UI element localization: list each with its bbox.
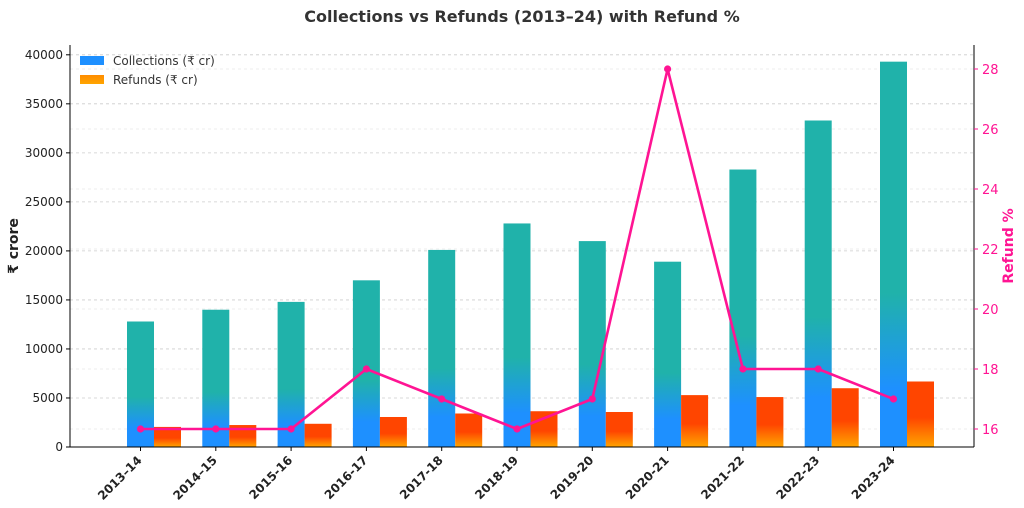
- refund-percent-point: [513, 425, 521, 433]
- bar-refunds: [831, 388, 859, 447]
- x-tick-label: 2018-19: [472, 453, 521, 502]
- refund-percent-point: [287, 425, 295, 433]
- bar-refunds: [681, 395, 709, 447]
- right-tick-label: 20: [982, 303, 999, 318]
- legend-label-refunds: Refunds (₹ cr): [113, 73, 198, 87]
- left-tick-label: 5000: [32, 391, 63, 405]
- y-axis-label: ₹ crore: [6, 218, 22, 274]
- bar-refunds: [304, 423, 332, 447]
- refund-percent-point: [212, 425, 220, 433]
- right-tick-label: 18: [982, 363, 999, 378]
- left-axis-ticks: 0 5000 10000 15000 20000 25000 30000 35000 40000: [25, 48, 70, 454]
- bar-refunds: [455, 413, 483, 447]
- refund-percent-point: [438, 395, 446, 403]
- x-axis-ticks: 2013–14 2014–15 2015-16 2016-17 2017-18 2018-…: [95, 447, 898, 503]
- bar-refunds: [605, 411, 633, 447]
- left-tick-label: 0: [55, 440, 63, 454]
- chart-title: Collections vs Refunds (2013–24) with Re…: [304, 7, 739, 26]
- left-tick-label: 25000: [25, 195, 63, 209]
- bar-refunds: [756, 397, 784, 447]
- refund-percent-point: [588, 395, 596, 403]
- bar-refunds: [229, 425, 257, 447]
- left-tick-label: 10000: [25, 342, 63, 356]
- right-tick-label: 22: [982, 243, 999, 258]
- right-tick-label: 26: [982, 123, 999, 138]
- refund-percent-point: [814, 365, 822, 373]
- left-tick-label: 30000: [25, 146, 63, 160]
- bar-collections: [503, 223, 531, 447]
- bar-refunds: [907, 381, 934, 447]
- refund-percent-point: [739, 365, 747, 373]
- left-tick-label: 20000: [25, 244, 63, 258]
- bar-collections: [202, 309, 230, 447]
- x-tick-label: 2015-16: [246, 453, 295, 502]
- x-tick-label: 2013–14: [95, 453, 145, 503]
- bar-collections: [729, 169, 757, 447]
- x-tick-label: 2019-20: [548, 453, 597, 502]
- legend-swatch-refunds: [80, 75, 104, 84]
- right-tick-label: 28: [982, 63, 999, 78]
- x-tick-label: 2017-18: [397, 453, 446, 502]
- axes: [69, 45, 975, 448]
- bar-collections: [277, 301, 305, 447]
- bar-collections: [804, 120, 832, 447]
- legend-label-collections: Collections (₹ cr): [113, 54, 215, 68]
- left-tick-label: 40000: [25, 48, 63, 62]
- left-tick-label: 35000: [25, 97, 63, 111]
- bar-collections: [578, 241, 606, 447]
- y2-axis-label: Refund %: [1001, 208, 1017, 283]
- bar-collections: [654, 261, 682, 447]
- bar-collections: [352, 280, 380, 447]
- x-tick-label: 2021-22: [698, 453, 747, 502]
- right-axis-ticks: 16 18 20 22 24 26 28: [974, 63, 999, 438]
- refund-percent-point: [889, 395, 898, 403]
- refund-percent-point: [136, 425, 145, 433]
- legend: Collections (₹ cr) Refunds (₹ cr): [80, 54, 215, 87]
- refund-percent-point: [664, 65, 672, 73]
- refund-percent-line-layer: [136, 65, 898, 433]
- x-tick-label: 2022-23: [773, 453, 822, 502]
- legend-swatch-collections: [80, 56, 104, 65]
- x-tick-label: 2016-17: [322, 453, 371, 502]
- bar-collections: [428, 249, 456, 447]
- x-tick-label: 2014–15: [170, 453, 220, 503]
- x-tick-label: 2020-21: [623, 453, 672, 502]
- bar-collections: [880, 61, 907, 447]
- refund-percent-point: [362, 365, 370, 373]
- right-tick-label: 24: [982, 183, 999, 198]
- bar-refunds: [530, 411, 558, 447]
- bars: [127, 61, 934, 447]
- bar-refunds: [154, 426, 181, 447]
- right-tick-label: 16: [982, 423, 999, 438]
- x-tick-label: 2023-24: [849, 453, 898, 502]
- left-tick-label: 15000: [25, 293, 63, 307]
- bar-refunds: [379, 416, 407, 447]
